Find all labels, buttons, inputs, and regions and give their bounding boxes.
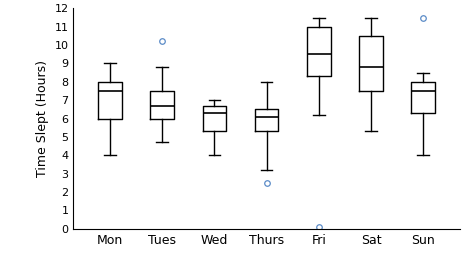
Y-axis label: Time Slept (Hours): Time Slept (Hours): [36, 60, 49, 177]
